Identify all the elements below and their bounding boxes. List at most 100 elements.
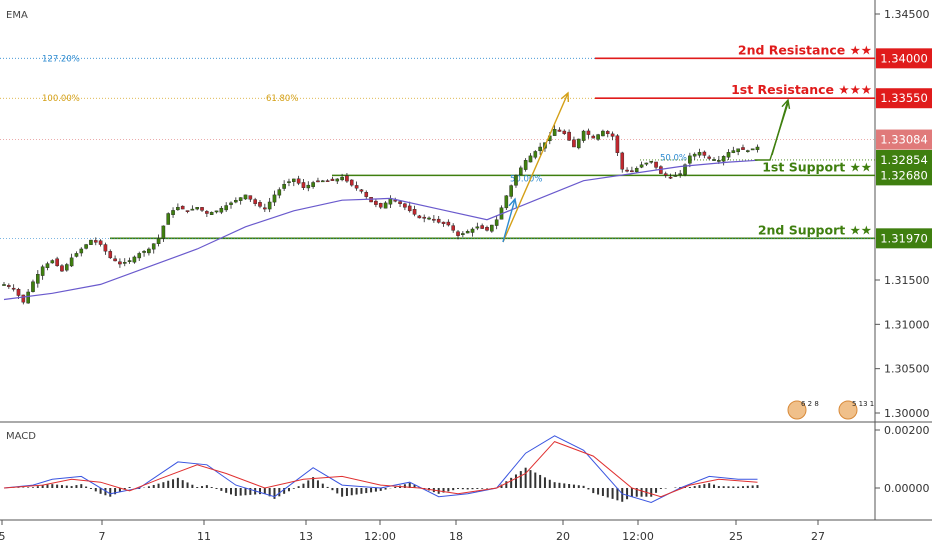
fib-label: 50.0% (660, 154, 687, 164)
candle-body (64, 264, 69, 271)
candle-body (441, 221, 446, 224)
candle-body (320, 180, 325, 183)
candle-body (277, 189, 282, 196)
candle-body (378, 203, 383, 208)
x-tick-label: 12:00 (622, 530, 654, 543)
candle-body (118, 261, 122, 265)
candle-body (287, 181, 291, 183)
target-arrow-head (771, 99, 789, 156)
candle-body (736, 148, 740, 153)
candle-body (166, 213, 171, 225)
candle-body (668, 176, 673, 179)
y-tick-label: 1.30500 (884, 363, 930, 376)
candle-body (113, 258, 117, 262)
candle-body (591, 135, 596, 139)
y-tick-label: 1.34500 (884, 8, 930, 21)
event-badge-label: 6 2 8 (801, 400, 819, 408)
candle-body (731, 150, 736, 153)
candle-body (354, 185, 359, 189)
candle-body (108, 251, 113, 259)
candle-body (572, 139, 576, 148)
signal-line (3, 441, 758, 498)
candle-body (678, 173, 682, 176)
candle-body (103, 244, 108, 252)
candle-body (374, 200, 378, 205)
candle-body (610, 133, 615, 137)
level-price-box (876, 88, 932, 109)
candle-body (688, 155, 692, 164)
x-tick-label: 20 (556, 530, 570, 543)
fib-projection-arrow-head (560, 91, 570, 103)
level-price-label: 1.34000 (880, 51, 928, 65)
candle-body (470, 228, 475, 233)
candle-body (185, 210, 190, 212)
fib-projection-arrow (502, 92, 569, 243)
candle-body (504, 195, 509, 209)
candle-body (475, 226, 480, 229)
target-arrow-head-head (781, 98, 791, 109)
candle-body (248, 195, 253, 200)
candle-body (359, 189, 364, 192)
candle-body (311, 182, 315, 187)
ema-line (3, 159, 758, 301)
candle-body (209, 211, 214, 215)
candle-body (412, 209, 417, 215)
price-series (2, 125, 760, 305)
candle-body (55, 258, 59, 267)
candle-body (630, 170, 634, 173)
candle-body (586, 130, 591, 135)
candle-body (436, 218, 441, 223)
candle-body (316, 180, 320, 183)
candle-body (514, 175, 518, 186)
macd-series (3, 435, 759, 504)
candle-body (596, 134, 600, 140)
flag-icon (787, 400, 807, 420)
candle-body (306, 184, 311, 189)
fib-label: 127.20% (42, 54, 80, 64)
axis-ticks: 1.34500 1.31500 1.31000 1.30500 1.30000 0.002… (0, 8, 930, 543)
candle-body (60, 265, 64, 272)
candle-body (625, 169, 629, 172)
candle-body (31, 281, 35, 292)
level-name-label: 1st Resistance ★★★ (731, 82, 872, 97)
candle-body (538, 146, 542, 152)
candle-body (98, 240, 103, 245)
level-name-label: 2nd Resistance ★★ (738, 42, 872, 57)
macd-line (3, 435, 758, 504)
candle-body (726, 152, 731, 158)
candle-body (567, 131, 571, 141)
candle-body (465, 231, 470, 234)
candle-body (195, 207, 200, 210)
candle-body (663, 173, 668, 176)
candle-body (451, 225, 455, 231)
candle-body (190, 208, 195, 211)
candle-body (16, 288, 21, 296)
candle-body (456, 231, 460, 236)
candle-body (717, 160, 721, 162)
candle-body (746, 150, 750, 152)
candle-body (7, 285, 11, 287)
level-lines: 2nd Resistance ★★ 1st Resistance ★★★ 1st S… (0, 42, 875, 240)
candle-body (36, 274, 40, 284)
event-badge-label: 5 13 1 (852, 400, 874, 408)
candle-body (74, 253, 79, 257)
candle-body (200, 207, 204, 211)
projection-arrows (502, 91, 791, 243)
x-tick-label: 5 (0, 530, 6, 543)
x-tick-label: 18 (449, 530, 463, 543)
candle-body (151, 243, 156, 250)
macd-pane-label: MACD (6, 431, 36, 442)
candle-body (132, 256, 137, 263)
candle-body (398, 201, 402, 204)
candle-body (21, 294, 26, 303)
candle-body (234, 199, 238, 203)
level-price-box (876, 48, 932, 69)
candle-body (79, 248, 84, 254)
candle-body (84, 244, 88, 249)
candle-body (446, 221, 451, 226)
candle-body (388, 198, 393, 205)
candle-body (205, 211, 209, 214)
candle-body (224, 205, 228, 211)
candle-body (649, 160, 654, 163)
candle-body (485, 226, 489, 231)
